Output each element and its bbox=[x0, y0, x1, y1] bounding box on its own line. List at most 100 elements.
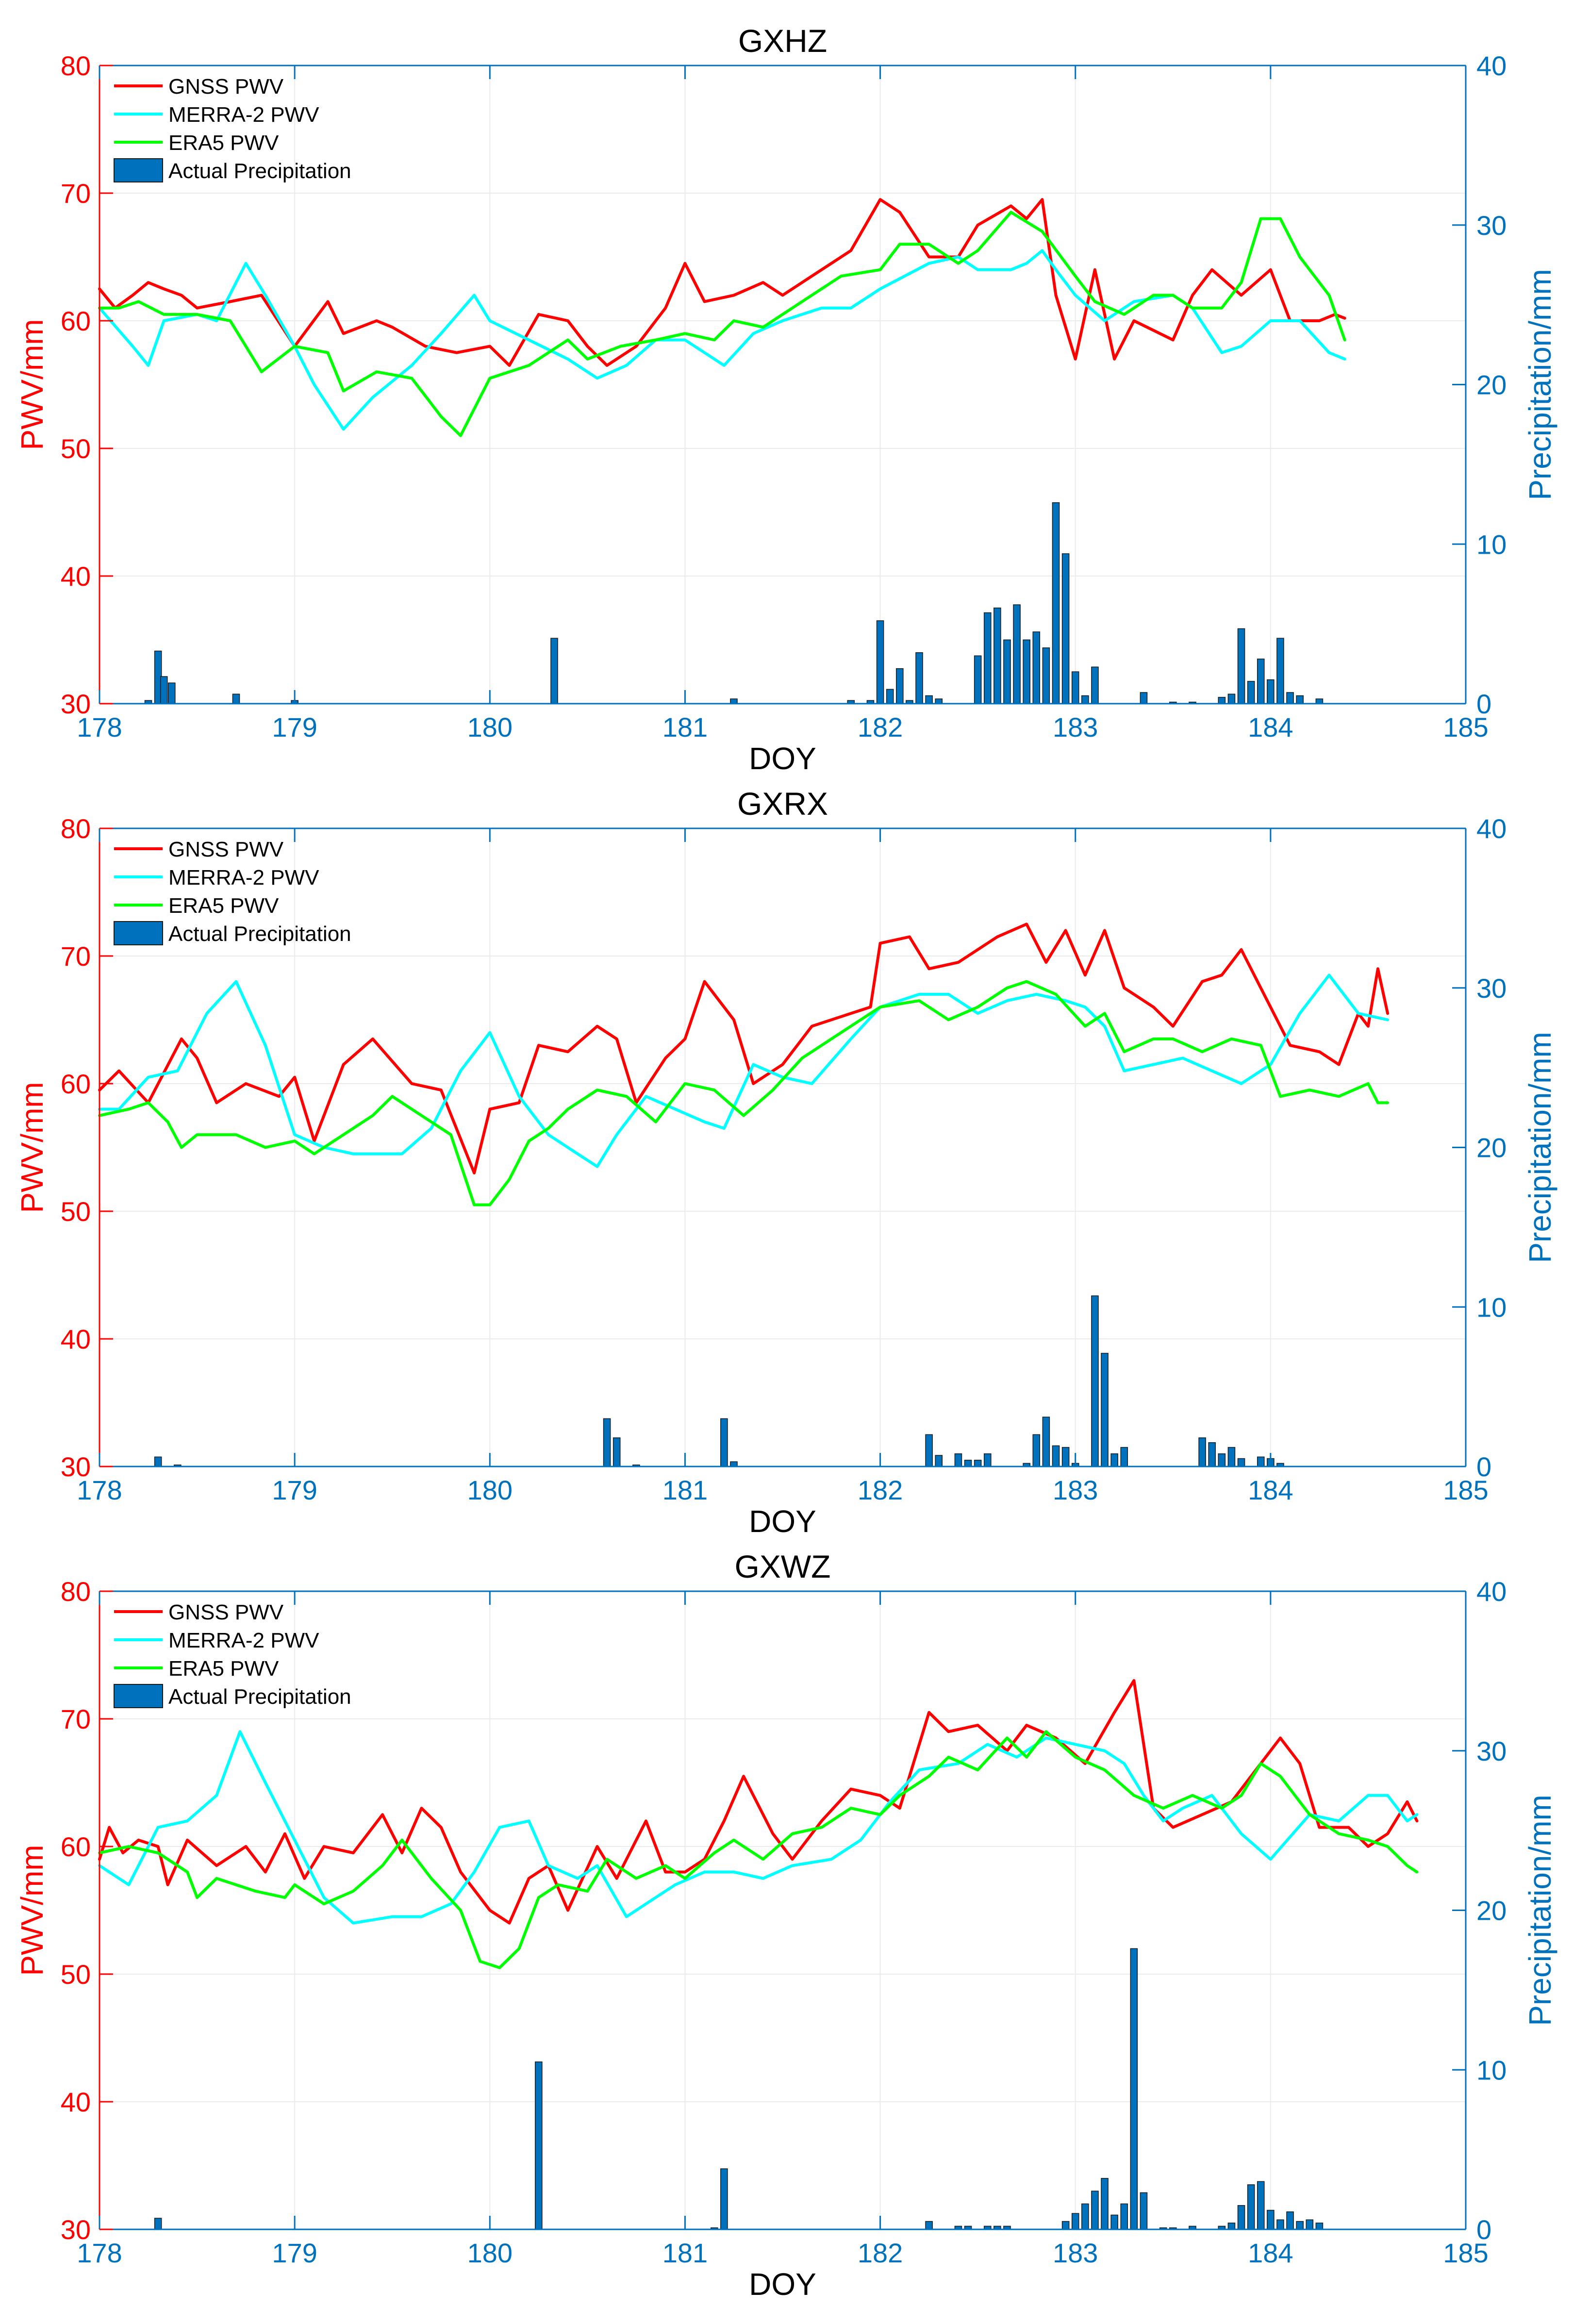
precipitation-bar bbox=[1140, 2192, 1148, 2230]
y-tick-label: 80 bbox=[61, 1576, 91, 1607]
x-tick-label: 178 bbox=[77, 2238, 122, 2268]
precipitation-bar bbox=[895, 668, 904, 704]
precipitation-bars bbox=[144, 502, 1324, 704]
x-axis-label: DOY bbox=[749, 1504, 816, 1539]
precipitation-bar bbox=[1218, 697, 1226, 704]
precipitation-bar bbox=[160, 676, 168, 704]
x-tick-label: 179 bbox=[272, 2238, 317, 2268]
chart-title: GXRX bbox=[737, 786, 828, 822]
precipitation-bar bbox=[1208, 1442, 1216, 1467]
legend-swatch-precipitation bbox=[114, 1684, 163, 1708]
x-tick-label: 185 bbox=[1443, 1475, 1488, 1505]
precipitation-bar bbox=[1315, 2223, 1324, 2230]
x-tick-label: 185 bbox=[1443, 712, 1488, 742]
precipitation-bar bbox=[1110, 2214, 1118, 2230]
y-tick-label: 40 bbox=[61, 561, 91, 592]
y2-tick-label: 40 bbox=[1476, 813, 1507, 844]
precipitation-bar bbox=[1237, 2205, 1245, 2230]
y2-axis-label: Precipitation/mm bbox=[1523, 1032, 1557, 1263]
precipitation-bar bbox=[1101, 1352, 1109, 1467]
precipitation-bar bbox=[915, 652, 923, 704]
y-tick-label: 70 bbox=[61, 941, 91, 972]
precipitation-bar bbox=[1081, 695, 1089, 704]
y2-tick-label: 10 bbox=[1476, 529, 1507, 560]
x-tick-label: 184 bbox=[1248, 2238, 1293, 2268]
y2-tick-label: 30 bbox=[1476, 210, 1507, 241]
precipitation-bar bbox=[1091, 1295, 1099, 1467]
legend-label: GNSS PWV bbox=[168, 838, 284, 861]
precipitation-bar bbox=[1013, 604, 1021, 704]
precipitation-bar bbox=[1120, 2203, 1128, 2230]
precipitation-bar bbox=[1052, 502, 1060, 704]
gnss-pwv-line bbox=[98, 1679, 1419, 1925]
precipitation-bar bbox=[974, 655, 982, 704]
y-tick-label: 60 bbox=[61, 1069, 91, 1099]
precipitation-bar bbox=[535, 2061, 543, 2230]
precipitation-bar bbox=[603, 1418, 611, 1467]
y-tick-label: 60 bbox=[61, 306, 91, 336]
precipitation-bar bbox=[1091, 666, 1099, 704]
precipitation-bar bbox=[550, 638, 558, 704]
precipitation-bar bbox=[1227, 693, 1236, 704]
precipitation-bar bbox=[613, 1437, 621, 1467]
y2-axis-label: Precipitation/mm bbox=[1523, 269, 1557, 500]
precipitation-bar bbox=[925, 1434, 933, 1467]
legend-swatch-precipitation bbox=[114, 158, 163, 182]
precipitation-bar bbox=[1227, 1447, 1236, 1467]
x-tick-label: 178 bbox=[77, 1475, 122, 1505]
x-axis-label: DOY bbox=[749, 741, 816, 776]
precipitation-bar bbox=[974, 1460, 982, 1467]
era5-pwv-line bbox=[98, 1730, 1419, 1969]
merra2-pwv-line bbox=[98, 249, 1346, 431]
precipitation-bar bbox=[1052, 1445, 1060, 1467]
legend-label: Actual Precipitation bbox=[168, 922, 351, 946]
precipitation-bar bbox=[983, 612, 992, 704]
x-tick-label: 183 bbox=[1053, 2238, 1098, 2268]
chart-title: GXHZ bbox=[738, 23, 827, 59]
x-tick-label: 180 bbox=[467, 2238, 513, 2268]
legend-label: MERRA-2 PWV bbox=[168, 1629, 319, 1652]
y2-tick-label: 20 bbox=[1476, 1133, 1507, 1163]
merra2-pwv-line bbox=[98, 1730, 1419, 1925]
x-tick-label: 181 bbox=[662, 712, 708, 742]
x-tick-label: 183 bbox=[1053, 1475, 1098, 1505]
x-tick-label: 183 bbox=[1053, 712, 1098, 742]
y-tick-label: 80 bbox=[61, 50, 91, 81]
x-tick-label: 182 bbox=[858, 712, 903, 742]
precipitation-bar bbox=[168, 682, 176, 704]
plot-area bbox=[99, 66, 1466, 704]
precipitation-bar bbox=[1061, 1447, 1070, 1467]
precipitation-bar bbox=[720, 2168, 728, 2230]
precipitation-bar bbox=[1247, 681, 1255, 704]
y2-tick-label: 40 bbox=[1476, 50, 1507, 81]
precipitation-bar bbox=[1003, 639, 1011, 704]
precipitation-bar bbox=[1257, 659, 1265, 704]
y2-tick-label: 10 bbox=[1476, 1292, 1507, 1322]
precipitation-bar bbox=[1081, 2203, 1089, 2230]
y-tick-label: 80 bbox=[61, 813, 91, 844]
y-tick-label: 70 bbox=[61, 178, 91, 209]
y2-tick-label: 30 bbox=[1476, 973, 1507, 1004]
precipitation-bar bbox=[1247, 2184, 1255, 2230]
merra2-pwv-line bbox=[98, 973, 1390, 1168]
precipitation-bar bbox=[1218, 1453, 1226, 1467]
precipitation-bars bbox=[154, 1295, 1284, 1467]
y2-tick-label: 0 bbox=[1476, 689, 1491, 719]
legend-label: Actual Precipitation bbox=[168, 159, 351, 183]
x-tick-label: 185 bbox=[1443, 2238, 1488, 2268]
legend-label: ERA5 PWV bbox=[168, 131, 279, 155]
y-tick-label: 40 bbox=[61, 1324, 91, 1354]
y2-tick-label: 0 bbox=[1476, 1451, 1491, 1482]
precipitation-bar bbox=[925, 695, 933, 704]
legend-label: ERA5 PWV bbox=[168, 1657, 279, 1681]
legend: GNSS PWV MERRA-2 PWV ERA5 PWV Actual Precip… bbox=[114, 75, 351, 183]
legend: GNSS PWV MERRA-2 PWV ERA5 PWV Actual Precip… bbox=[114, 838, 351, 946]
legend-label: GNSS PWV bbox=[168, 1600, 284, 1624]
x-tick-label: 181 bbox=[662, 1475, 708, 1505]
y-tick-label: 30 bbox=[61, 689, 91, 719]
precipitation-bar bbox=[1091, 2191, 1099, 2230]
precipitation-bar bbox=[935, 1455, 943, 1467]
y-axis-label: PWV/mm bbox=[15, 1845, 50, 1976]
y2-tick-label: 10 bbox=[1476, 2055, 1507, 2085]
y-tick-label: 30 bbox=[61, 2214, 91, 2245]
